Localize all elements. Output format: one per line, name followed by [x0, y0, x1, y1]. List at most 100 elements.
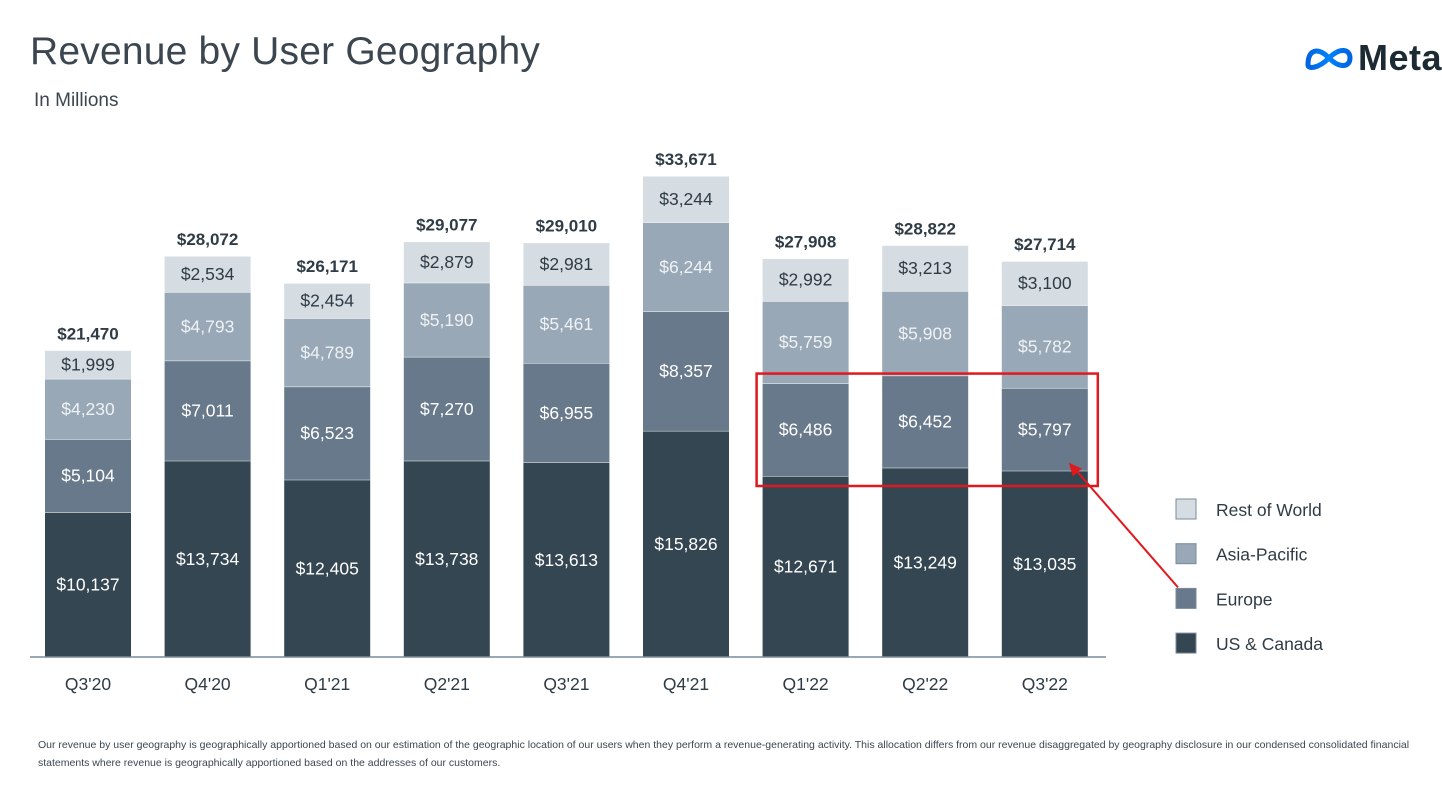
- bar-segment: [523, 462, 610, 657]
- data-label: $1,999: [61, 355, 115, 375]
- legend-label: US & Canada: [1216, 634, 1323, 654]
- data-label: $4,230: [61, 399, 115, 419]
- total-label: $27,714: [1014, 235, 1076, 254]
- legend-swatch: [1175, 632, 1197, 654]
- data-label: $12,405: [296, 558, 359, 578]
- data-label: $5,797: [1018, 419, 1072, 439]
- legend-label: Europe: [1216, 589, 1272, 609]
- data-label: $6,244: [659, 257, 713, 277]
- bar-segment: [1001, 470, 1088, 657]
- bar-segment: [284, 318, 371, 387]
- data-label: $5,908: [898, 323, 952, 343]
- data-label: $15,826: [654, 534, 717, 554]
- data-label: $5,190: [420, 310, 474, 330]
- data-label: $5,104: [61, 466, 115, 486]
- data-label: $5,461: [540, 314, 594, 334]
- total-label: $33,671: [655, 150, 716, 169]
- data-label: $2,981: [540, 254, 594, 274]
- bar-segment: [403, 356, 490, 461]
- annotation-arrow-line: [1074, 468, 1179, 589]
- bar-segment: [882, 291, 969, 376]
- data-label: $6,452: [898, 412, 952, 432]
- bar-segment: [164, 460, 251, 657]
- total-label: $28,822: [894, 219, 955, 238]
- bar-segment: [164, 360, 251, 461]
- bar-segment: [643, 430, 729, 657]
- page-title: Revenue by User Geography: [30, 30, 541, 73]
- bar-segment: [45, 378, 131, 440]
- bar-segment: [523, 285, 610, 364]
- bar-segment: [1001, 387, 1088, 471]
- data-label: $13,035: [1013, 554, 1076, 574]
- data-label: $4,793: [181, 316, 235, 336]
- bar-segment: [882, 245, 969, 292]
- bars-layer: [45, 175, 1088, 657]
- x-tick-label: Q3'21: [543, 674, 589, 694]
- data-label: $13,734: [176, 549, 240, 569]
- total-label: $27,908: [775, 232, 836, 251]
- bar-segment: [403, 282, 490, 357]
- bar-segment: [164, 292, 251, 361]
- total-label: $29,077: [416, 216, 477, 235]
- bar-segment: [762, 475, 849, 657]
- data-label: $13,738: [415, 549, 478, 569]
- highlight-annotation: [755, 372, 1179, 589]
- bar-segment: [284, 283, 371, 319]
- legend-swatch: [1175, 587, 1197, 609]
- legend-swatch: [1175, 498, 1197, 520]
- annotation-arrowhead: [1068, 462, 1082, 477]
- x-tick-label: Q2'22: [902, 674, 948, 694]
- x-tick-label: Q1'21: [304, 674, 350, 694]
- bar-segment: [882, 467, 969, 657]
- bar-segment: [882, 375, 969, 468]
- data-label: $6,955: [540, 403, 594, 423]
- x-tick-label: Q4'20: [185, 674, 231, 694]
- legend-swatch: [1175, 543, 1197, 565]
- total-label: $28,072: [177, 230, 238, 249]
- bar-segment: [643, 311, 729, 431]
- data-label: $6,486: [779, 420, 833, 440]
- bar-segment: [45, 350, 131, 379]
- bar-segment: [643, 222, 729, 312]
- bar-segment: [284, 479, 371, 657]
- legend-label: Rest of World: [1216, 500, 1322, 520]
- bar-segment: [1001, 261, 1088, 306]
- x-tick-label: Q3'20: [65, 674, 111, 694]
- data-label: $3,213: [898, 258, 952, 278]
- bar-segment: [643, 176, 729, 223]
- data-label: $12,671: [774, 556, 837, 576]
- x-tick-labels: Q3'20 Q4'20 Q1'21 Q2'21 Q3'21 Q4'21 Q1'22 Q2'22…: [65, 674, 1068, 694]
- bar-segment: [403, 460, 490, 657]
- meta-logo: Meta: [1304, 36, 1442, 80]
- bar-segment: [762, 383, 849, 476]
- x-tick-label: Q2'21: [424, 674, 470, 694]
- bar-segment: [762, 258, 849, 302]
- data-label: $7,270: [420, 399, 474, 419]
- x-tick-label: Q3'22: [1022, 674, 1068, 694]
- data-label: $3,100: [1018, 273, 1072, 293]
- data-label: $7,011: [181, 401, 233, 421]
- data-label: $2,879: [420, 252, 474, 272]
- legend: Rest of World Asia-Pacific Europe US & Cana…: [1175, 498, 1323, 654]
- highlight-box: [755, 372, 1100, 488]
- total-label: $26,171: [296, 257, 357, 276]
- page-subtitle: In Millions: [34, 90, 119, 111]
- bar-segment: [762, 301, 849, 384]
- legend-label: Asia-Pacific: [1216, 545, 1308, 565]
- labels-layer: $10,137 $5,104 $4,230 $1,999 $21,470 $13,734 $…: [56, 150, 1076, 595]
- data-label: $5,759: [779, 332, 833, 352]
- total-label: $21,470: [57, 324, 118, 343]
- data-label: $4,789: [300, 342, 354, 362]
- bar-segment: [45, 512, 131, 657]
- data-label: $2,534: [181, 264, 235, 284]
- footnote: Our revenue by user geography is geograp…: [38, 739, 1410, 769]
- data-label: $6,523: [300, 423, 354, 443]
- bar-segment: [523, 363, 610, 463]
- x-tick-label: Q1'22: [783, 674, 829, 694]
- bar-segment: [284, 386, 371, 480]
- data-label: $8,357: [659, 361, 713, 381]
- bar-segment: [523, 242, 610, 286]
- logo-text: Meta: [1357, 37, 1442, 78]
- data-label: $13,249: [894, 552, 957, 572]
- data-label: $2,454: [300, 291, 354, 311]
